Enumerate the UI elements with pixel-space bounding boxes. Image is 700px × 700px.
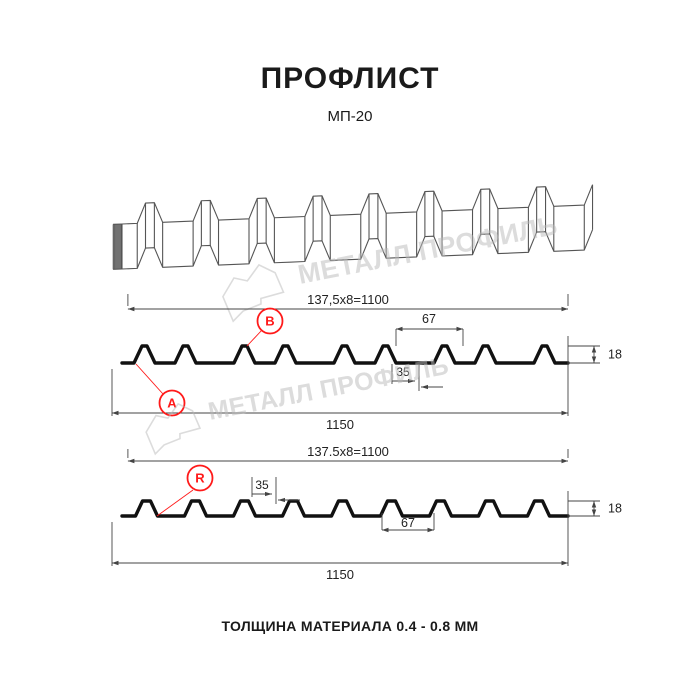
svg-text:18: 18	[608, 502, 622, 516]
svg-text:67: 67	[401, 516, 415, 530]
svg-text:67: 67	[422, 312, 436, 326]
svg-text:1150: 1150	[326, 567, 354, 582]
svg-text:1150: 1150	[326, 417, 354, 432]
svg-text:35: 35	[255, 478, 269, 492]
svg-text:137.5x8=1100: 137.5x8=1100	[307, 444, 389, 459]
svg-text:18: 18	[608, 348, 622, 362]
svg-text:МЕТАЛЛ ПРОФИЛЬ: МЕТАЛЛ ПРОФИЛЬ	[295, 210, 559, 290]
svg-text:B: B	[265, 314, 274, 329]
svg-text:137,5x8=1100: 137,5x8=1100	[307, 292, 389, 307]
svg-text:R: R	[195, 471, 205, 486]
